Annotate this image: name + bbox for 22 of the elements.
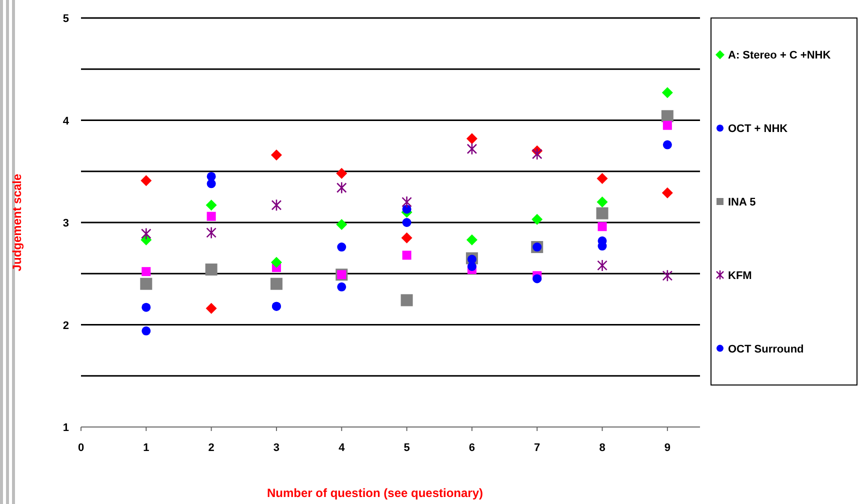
x-tick-label: 9 <box>664 442 670 454</box>
x-tick-label: 7 <box>534 442 540 454</box>
y-tick-label: 3 <box>62 218 69 230</box>
x-tick-label: 2 <box>208 442 214 454</box>
legend-label: OCT Surround <box>728 343 804 356</box>
x-tick-label: 3 <box>273 442 280 454</box>
legend-label: INA 5 <box>728 196 756 208</box>
x-axis-title: Number of question (see questionary) <box>266 486 484 500</box>
legend-label: KFM <box>728 270 752 282</box>
y-tick-label: 2 <box>62 320 69 332</box>
y-tick-label: 4 <box>62 115 70 128</box>
y-tick-label: 5 <box>62 13 69 25</box>
x-tick-label: 4 <box>338 442 346 454</box>
y-tick-label: 1 <box>62 422 69 434</box>
x-tick-label: 6 <box>468 442 476 454</box>
x-tick-label: 8 <box>599 442 606 454</box>
legend-label: OCT + NHK <box>728 123 788 136</box>
y-axis-title: Judgement scale <box>10 173 24 272</box>
x-tick-label: 1 <box>143 442 150 454</box>
legend-label: A: Stereo + C +NHK <box>728 50 831 62</box>
x-tick-label: 0 <box>78 442 84 454</box>
x-tick-label: 5 <box>404 442 410 454</box>
